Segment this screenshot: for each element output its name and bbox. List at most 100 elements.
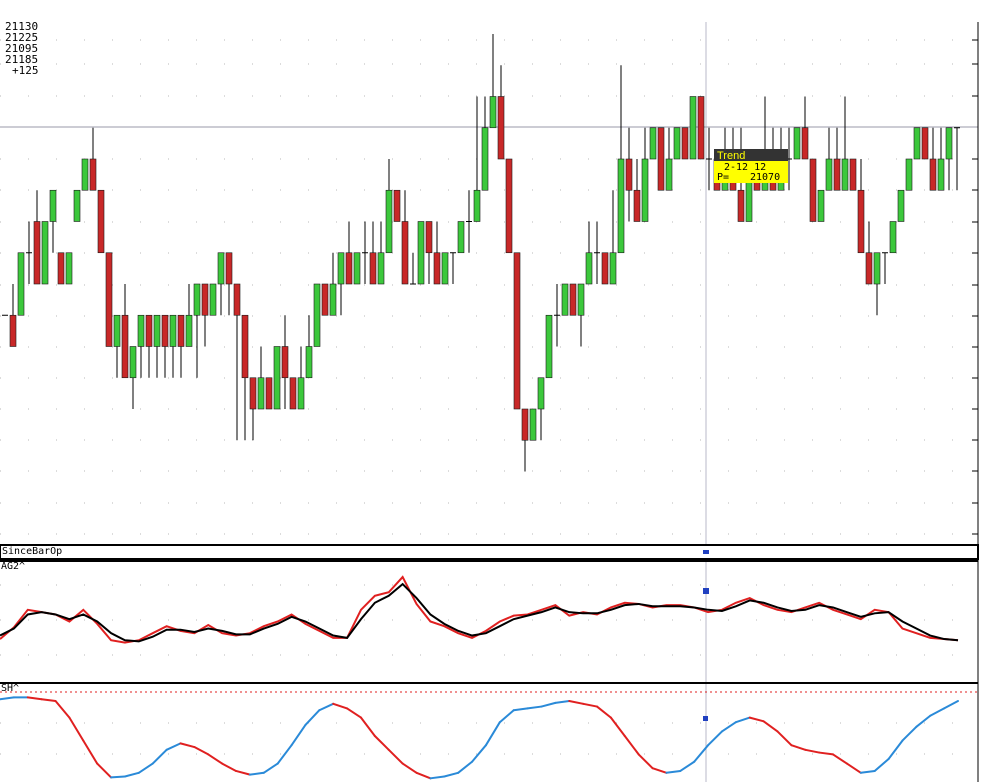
top-label: 21225 (5, 31, 38, 44)
osc2-segment (276, 744, 293, 765)
candle-up (641, 158, 649, 222)
candle-up (377, 252, 385, 285)
candle-down (849, 158, 857, 191)
osc2-segment (568, 700, 585, 705)
osc2-panel-title: SH^ (1, 683, 19, 694)
candle-down (681, 127, 689, 160)
candle-up (617, 158, 625, 254)
tooltip-header-bg (714, 149, 788, 161)
osc2-segment (110, 775, 126, 779)
candle-down (121, 314, 129, 379)
osc2-segment (248, 771, 265, 776)
top-label: 21130 (5, 20, 38, 33)
osc2-segment (554, 700, 571, 704)
top-labels: 21130 21225 21095 21185 +125 (5, 20, 39, 77)
candle-up (489, 96, 497, 129)
osc2-segment (651, 767, 668, 774)
candle-up (169, 314, 177, 347)
trend-tooltip: Trend 2-12 12 P= 21070 (714, 149, 788, 183)
osc2-segment (859, 769, 876, 774)
candle-down (633, 189, 641, 222)
osc2-segment (790, 744, 807, 751)
osc1-panel-title: AG2^ (1, 561, 25, 572)
candle-down (401, 221, 409, 285)
candle-up (297, 377, 305, 410)
candle-down (809, 158, 817, 222)
candle-up (313, 283, 321, 347)
candle-down (857, 189, 865, 254)
candle-down (513, 252, 521, 410)
candle-down (321, 283, 329, 316)
candle-up (305, 346, 313, 379)
candle-down (657, 127, 665, 191)
candle-up (873, 252, 881, 285)
candle-up (113, 314, 121, 347)
osc2-segment (387, 748, 404, 765)
candle-down (569, 283, 577, 316)
candle-up (665, 158, 673, 191)
candle-up (649, 127, 657, 160)
osc2-segment (443, 771, 460, 778)
candle-up (473, 189, 481, 222)
candle-down (225, 252, 233, 285)
osc2-segment (262, 762, 279, 774)
candle-up (577, 283, 585, 316)
candle-up (481, 127, 489, 191)
osc1-red-line (0, 575, 959, 644)
osc2-segment (776, 730, 793, 747)
osc2-segment (346, 707, 362, 719)
candle-down (57, 252, 65, 285)
osc2-segment (748, 716, 765, 723)
candle-down (929, 158, 937, 191)
candle-down (345, 252, 353, 285)
osc2-segment (151, 748, 168, 765)
osc2-segment (679, 760, 696, 772)
candle-down (105, 252, 113, 347)
candle-up (529, 408, 537, 441)
osc2-segment (207, 753, 224, 765)
osc2-segment (40, 698, 57, 703)
candle-up (49, 189, 57, 222)
osc2-segment (0, 696, 15, 701)
osc2-segment (540, 701, 557, 708)
candle-up (185, 314, 193, 347)
osc1-grid (0, 584, 978, 656)
since-panel-title: SinceBarOp (2, 546, 62, 557)
osc2-segment (82, 739, 99, 765)
osc2-segment (734, 716, 751, 724)
osc2-segment (609, 716, 626, 737)
tooltip-line1: 2-12 12 (724, 162, 766, 173)
osc2-segment (165, 742, 182, 751)
osc2-segment (943, 700, 959, 710)
candle-down (921, 127, 929, 160)
osc2-segment (137, 762, 154, 774)
candle-up (897, 189, 905, 222)
candle-down (865, 252, 873, 285)
candle-up (41, 221, 49, 285)
candle-up (585, 252, 593, 285)
candle-up (17, 252, 25, 316)
candle-up (417, 221, 425, 285)
osc2-segment (26, 696, 43, 701)
candle-down (625, 158, 633, 191)
candle-down (265, 377, 273, 410)
candle-up (193, 283, 201, 316)
osc2-segment (720, 721, 737, 733)
candle-down (497, 96, 505, 160)
osc1-lines (0, 575, 959, 644)
osc2-segment (429, 775, 446, 780)
candle-down (233, 283, 241, 316)
candle-up (905, 158, 913, 191)
candle-up (561, 283, 569, 316)
candle-down (801, 127, 809, 160)
candle-down (177, 314, 185, 347)
candle-up (217, 252, 225, 285)
top-label: 21095 (5, 42, 38, 55)
candle-up (273, 346, 281, 410)
osc1-marker (703, 588, 709, 594)
tooltip-line2-label: P= (717, 172, 729, 183)
osc2-segment (512, 707, 529, 712)
osc2-segment (915, 714, 932, 728)
osc2-segment (845, 762, 862, 774)
candle-up (337, 252, 345, 285)
